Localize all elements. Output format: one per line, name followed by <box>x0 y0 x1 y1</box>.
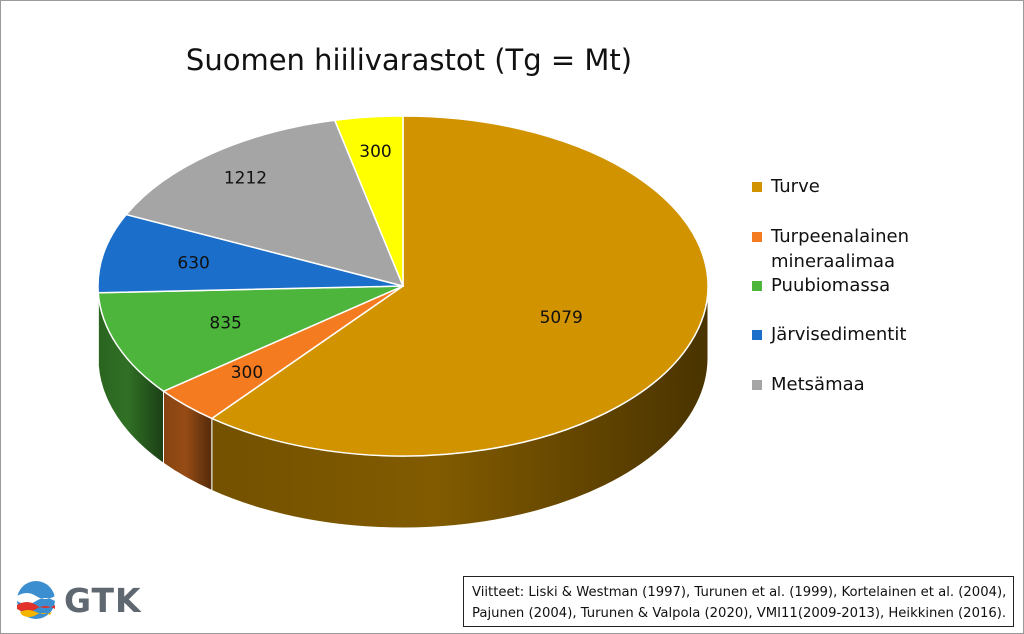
legend-swatch <box>752 182 762 192</box>
data-label-metsamaa: 1212 <box>224 169 267 189</box>
data-label-jarvisedimentit: 630 <box>177 254 209 274</box>
gtk-logo-icon <box>17 581 55 619</box>
pie-slice-puubiomassa <box>97 285 404 393</box>
data-label-turve: 5079 <box>540 308 583 328</box>
legend-label: Turve <box>771 176 820 197</box>
references-box: Viitteet: Liski & Westman (1997), Turune… <box>463 576 1014 627</box>
legend-label: Metsämaa <box>771 374 865 395</box>
pie-slice-slice-5 <box>333 115 404 287</box>
legend-label: Puubiomassa <box>771 275 891 296</box>
gtk-logo-text: GTK <box>64 580 142 620</box>
data-label-turpeenalainen-mineraalimaa: 300 <box>231 363 263 383</box>
legend-item-turpeenalainen-mineraalimaa: Turpeenalainen mineraalimaa <box>752 224 951 274</box>
legend-swatch <box>752 380 762 390</box>
data-label-puubiomassa: 835 <box>209 314 241 334</box>
legend-swatch <box>752 330 762 340</box>
legend-item-metsamaa: Metsämaa <box>752 372 951 397</box>
gtk-logo: GTK <box>14 580 142 620</box>
legend-swatch <box>752 232 762 242</box>
legend-swatch <box>752 281 762 291</box>
data-label-slice-5: 300 <box>359 142 391 162</box>
legend-label: Järvisedimentit <box>771 324 907 345</box>
pie-data-labels: 5079 300 835 630 1212 300 <box>177 142 582 383</box>
references-line-2: Pajunen (2004), Turunen & Valpola (2020)… <box>472 606 1007 621</box>
legend-item-puubiomassa: Puubiomassa <box>752 273 951 298</box>
chart-title: Suomen hiilivarastot (Tg = Mt) <box>186 43 632 77</box>
legend-label: Turpeenalainen mineraalimaa <box>771 226 910 272</box>
references-line-1: Viitteet: Liski & Westman (1997), Turune… <box>472 585 1007 600</box>
legend-item-jarvisedimentit: Järvisedimentit <box>752 322 951 347</box>
pie-slice-turve <box>210 115 709 457</box>
legend-item-turve: Turve <box>752 174 951 199</box>
pie-slice-jarvisedimentit <box>97 213 404 294</box>
pie-slice-metsamaa <box>124 119 405 288</box>
pie-slices <box>97 115 709 457</box>
